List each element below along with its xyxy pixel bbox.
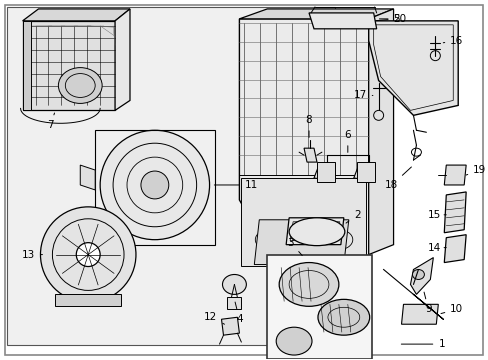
Ellipse shape (222, 274, 246, 294)
Polygon shape (115, 9, 130, 111)
Polygon shape (254, 220, 348, 265)
Ellipse shape (288, 218, 344, 246)
Text: 7: 7 (47, 113, 54, 130)
Text: 13: 13 (22, 249, 42, 260)
Ellipse shape (141, 171, 168, 199)
Polygon shape (313, 165, 333, 180)
Bar (356, 162, 374, 182)
Bar (55, 294, 121, 306)
Polygon shape (444, 165, 465, 185)
Ellipse shape (279, 262, 338, 306)
Text: 11: 11 (214, 180, 257, 190)
Polygon shape (409, 257, 432, 294)
Polygon shape (22, 9, 130, 21)
Polygon shape (22, 21, 115, 111)
Ellipse shape (58, 68, 102, 103)
Text: 18: 18 (385, 167, 410, 190)
Polygon shape (353, 165, 373, 180)
Polygon shape (444, 235, 465, 262)
Bar (7, 7, 334, 345)
Polygon shape (368, 9, 393, 255)
Text: 14: 14 (427, 243, 446, 253)
Text: 2: 2 (346, 210, 360, 223)
Text: 15: 15 (427, 210, 446, 220)
Text: 4: 4 (235, 302, 242, 324)
Ellipse shape (411, 270, 424, 279)
Text: 9: 9 (423, 292, 431, 314)
Ellipse shape (76, 243, 100, 266)
Polygon shape (304, 148, 316, 162)
Bar (227, 297, 241, 309)
Bar (267, 255, 371, 359)
Text: 17: 17 (353, 90, 372, 100)
Text: 20: 20 (379, 14, 406, 24)
Polygon shape (285, 218, 343, 245)
Ellipse shape (276, 327, 311, 355)
Polygon shape (239, 19, 368, 270)
Text: 12: 12 (204, 312, 224, 324)
Text: 3: 3 (287, 238, 302, 256)
Text: 6: 6 (344, 130, 350, 152)
Ellipse shape (317, 300, 369, 335)
Text: 5: 5 (376, 14, 399, 24)
Polygon shape (444, 192, 465, 233)
Text: 16: 16 (443, 36, 463, 46)
Bar (22, 21, 30, 111)
Text: 10: 10 (440, 304, 463, 314)
Ellipse shape (100, 130, 209, 240)
Polygon shape (239, 9, 393, 19)
Bar (316, 162, 334, 182)
Polygon shape (308, 13, 376, 29)
Polygon shape (368, 21, 457, 115)
Bar (95, 130, 214, 245)
Ellipse shape (41, 207, 136, 302)
Text: 1: 1 (401, 339, 444, 349)
Text: 19: 19 (465, 165, 486, 175)
Text: 8: 8 (305, 115, 312, 138)
Polygon shape (401, 304, 437, 324)
Bar (241, 178, 365, 266)
Polygon shape (80, 165, 95, 190)
Polygon shape (221, 317, 239, 335)
